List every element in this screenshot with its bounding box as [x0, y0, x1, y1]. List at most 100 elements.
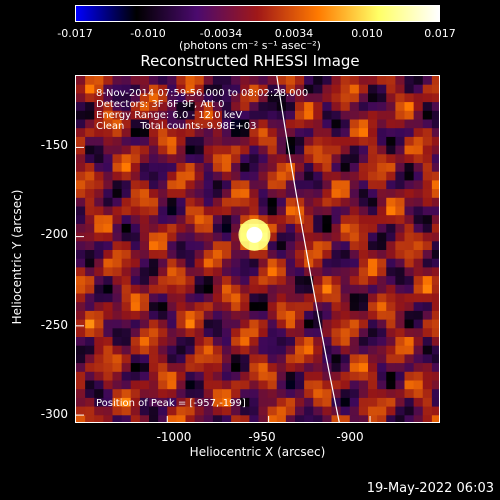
- heatmap-cell: [139, 241, 150, 251]
- heatmap-cell: [267, 119, 278, 129]
- heatmap-cell: [386, 128, 396, 138]
- heatmap-cell: [349, 397, 360, 408]
- heatmap-cell: [158, 284, 168, 295]
- heatmap-cell: [404, 206, 415, 216]
- heatmap-cell: [395, 163, 406, 173]
- heatmap-cell: [249, 128, 260, 138]
- heatmap-cell: [267, 93, 278, 103]
- heatmap-cell: [331, 319, 342, 329]
- heatmap-cell: [203, 354, 214, 364]
- heatmap-cell: [212, 389, 223, 399]
- heatmap-cell: [404, 180, 415, 190]
- heatmap-cell: [212, 284, 223, 295]
- heatmap-cell: [349, 337, 360, 347]
- heatmap-cell: [130, 302, 141, 312]
- heatmap-cell: [349, 310, 360, 321]
- heatmap-cell: [267, 241, 278, 251]
- heatmap-cell: [158, 110, 168, 121]
- heatmap-cell: [313, 397, 323, 408]
- heatmap-cell: [386, 293, 396, 303]
- heatmap-cell: [167, 302, 177, 312]
- heatmap-cell: [404, 84, 415, 94]
- heatmap-cell: [85, 215, 95, 225]
- heatmap-cell: [422, 163, 433, 173]
- heatmap-cell: [94, 154, 104, 164]
- heatmap-cell: [112, 354, 123, 364]
- heatmap-cell: [431, 110, 439, 121]
- heatmap-cell: [304, 415, 314, 422]
- heatmap-cell: [176, 206, 187, 216]
- heatmap-cell: [130, 328, 141, 338]
- heatmap-cell: [304, 319, 314, 329]
- heatmap-cell: [139, 232, 150, 242]
- heatmap-cell: [194, 380, 205, 390]
- heatmap-cell: [295, 250, 305, 260]
- heatmap-cell: [358, 189, 369, 199]
- heatmap-cell: [85, 206, 95, 216]
- heatmap-cell: [322, 215, 333, 225]
- heatmap-cell: [176, 328, 187, 338]
- heatmap-cell: [349, 293, 360, 303]
- heatmap-cell: [322, 293, 333, 303]
- heatmap-cell: [139, 136, 150, 147]
- heatmap-cell: [167, 110, 177, 121]
- heatmap-cell: [203, 93, 214, 103]
- heatmap-cell: [404, 345, 415, 355]
- heatmap-cell: [395, 241, 406, 251]
- heatmap-cell: [185, 389, 196, 399]
- heatmap-cell: [167, 397, 177, 408]
- heatmap-cell: [167, 128, 177, 138]
- heatmap-cell: [258, 145, 269, 155]
- heatmap-cell: [331, 276, 342, 286]
- heatmap-cell: [276, 380, 287, 390]
- heatmap-cell: [258, 136, 269, 147]
- heatmap-cell: [340, 145, 351, 155]
- heatmap-cell: [413, 302, 424, 312]
- heatmap-cell: [212, 276, 223, 286]
- heatmap-cell: [331, 93, 342, 103]
- heatmap-cell: [194, 102, 205, 112]
- heatmap-cell: [240, 302, 250, 312]
- heatmap-cell: [212, 293, 223, 303]
- heatmap-cell: [368, 337, 378, 347]
- heatmap-cell: [331, 302, 342, 312]
- heatmap-cell: [331, 293, 342, 303]
- heatmap-cell: [267, 163, 278, 173]
- heatmap-cell: [139, 363, 150, 373]
- x-axis-label: Heliocentric X (arcsec): [189, 445, 326, 459]
- heatmap-cell: [413, 128, 424, 138]
- heatmap-cell: [313, 223, 323, 234]
- heatmap-cell: [203, 189, 214, 199]
- heatmap-cell: [231, 276, 241, 286]
- heatmap-cell: [377, 76, 387, 86]
- heatmap-cell: [431, 354, 439, 364]
- heatmap-cell: [130, 276, 141, 286]
- heatmap-cell: [349, 163, 360, 173]
- heatmap-cell: [85, 267, 95, 277]
- heatmap-cell: [422, 302, 433, 312]
- heatmap-cell: [358, 136, 369, 147]
- heatmap-cell: [222, 197, 232, 208]
- heatmap-cell: [85, 197, 95, 208]
- heatmap-cell: [285, 293, 296, 303]
- heatmap-cell: [112, 223, 123, 234]
- heatmap-cell: [404, 302, 415, 312]
- heatmap-cell: [258, 276, 269, 286]
- heatmap-cell: [94, 319, 104, 329]
- heatmap-cell: [404, 163, 415, 173]
- heatmap-cell: [203, 406, 214, 416]
- heatmap-cell: [185, 189, 196, 199]
- heatmap-cell: [94, 276, 104, 286]
- heatmap-cell: [377, 397, 387, 408]
- heatmap-cell: [349, 119, 360, 129]
- heatmap-cell: [258, 119, 269, 129]
- heatmap-cell: [304, 276, 314, 286]
- heatmap-cell: [304, 145, 314, 155]
- heatmap-cell: [404, 136, 415, 147]
- heatmap-cell: [349, 232, 360, 242]
- heatmap-cell: [395, 293, 406, 303]
- heatmap-cell: [331, 180, 342, 190]
- heatmap-cell: [231, 415, 241, 422]
- colorbar-tick-label: 0.017: [424, 27, 456, 40]
- heatmap-cell: [76, 337, 86, 347]
